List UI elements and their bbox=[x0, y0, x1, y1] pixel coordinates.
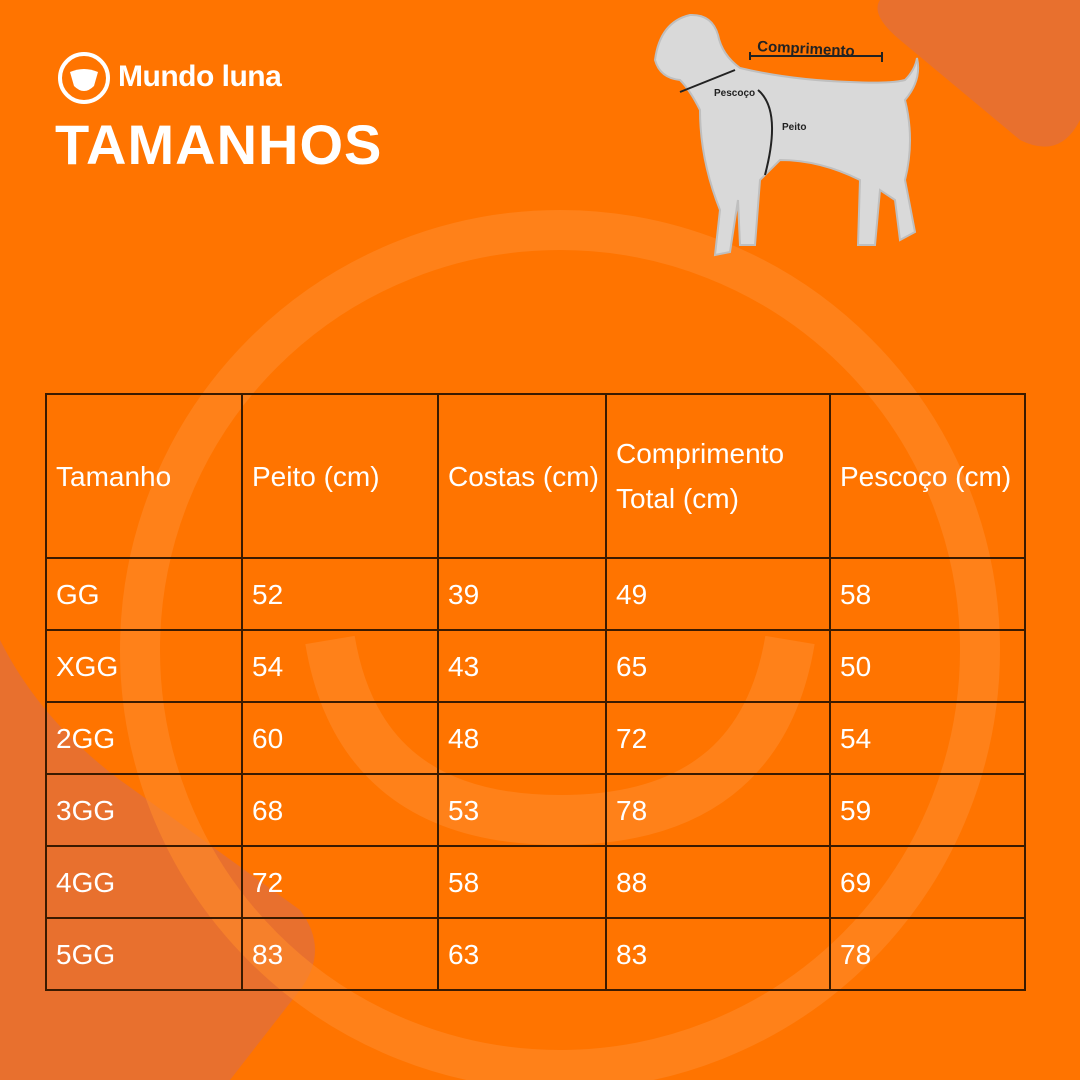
dog-illustration: Comprimento Pescoço Peito bbox=[653, 13, 920, 257]
table-cell: XGG bbox=[45, 629, 243, 703]
table-cell: 65 bbox=[605, 629, 831, 703]
table-cell: 50 bbox=[829, 629, 1026, 703]
header-cell: Costas (cm) bbox=[437, 393, 607, 559]
table-row: 2GG 60 48 72 54 bbox=[45, 701, 1026, 775]
table-row: XGG 54 43 65 50 bbox=[45, 629, 1026, 703]
header-cell: Pescoço (cm) bbox=[829, 393, 1026, 559]
table-cell: 43 bbox=[437, 629, 607, 703]
table-row: 5GG 83 63 83 78 bbox=[45, 917, 1026, 991]
table-cell: 54 bbox=[241, 629, 439, 703]
table-cell: 83 bbox=[605, 917, 831, 991]
table-cell: 52 bbox=[241, 557, 439, 631]
table-cell: 58 bbox=[829, 557, 1026, 631]
diagram-label: Peito bbox=[782, 122, 806, 133]
table-cell: 60 bbox=[241, 701, 439, 775]
size-table: Tamanho Peito (cm) Costas (cm) Comprimento … bbox=[45, 393, 1026, 991]
table-cell: 78 bbox=[605, 773, 831, 847]
table-cell: 59 bbox=[829, 773, 1026, 847]
logo-icon bbox=[70, 69, 98, 91]
table-cell: 48 bbox=[437, 701, 607, 775]
logo-icon bbox=[58, 52, 110, 104]
table-cell: 72 bbox=[605, 701, 831, 775]
diagram-label: Comprimento bbox=[757, 38, 855, 60]
header-cell: Peito (cm) bbox=[241, 393, 439, 559]
table-row: 4GG 72 58 88 69 bbox=[45, 845, 1026, 919]
title: TAMANHOS bbox=[55, 113, 383, 176]
table-cell: 3GG bbox=[45, 773, 243, 847]
table-cell: 58 bbox=[437, 845, 607, 919]
header-cell: Tamanho bbox=[45, 393, 243, 559]
table-cell: 4GG bbox=[45, 845, 243, 919]
table-cell: 2GG bbox=[45, 701, 243, 775]
table-row: 3GG 68 53 78 59 bbox=[45, 773, 1026, 847]
table-cell: 88 bbox=[605, 845, 831, 919]
table-row: GG 52 39 49 58 bbox=[45, 557, 1026, 631]
table-cell: 5GG bbox=[45, 917, 243, 991]
table-cell: 78 bbox=[829, 917, 1026, 991]
table-cell: 49 bbox=[605, 557, 831, 631]
diagram-label: Pescoço bbox=[714, 88, 755, 99]
brand: Mundo luna bbox=[118, 60, 282, 93]
table-cell: 63 bbox=[437, 917, 607, 991]
table-cell: 69 bbox=[829, 845, 1026, 919]
header-cell: Comprimento Total (cm) bbox=[605, 393, 831, 559]
table-cell: GG bbox=[45, 557, 243, 631]
table-cell: 39 bbox=[437, 557, 607, 631]
table-cell: 68 bbox=[241, 773, 439, 847]
table-cell: 83 bbox=[241, 917, 439, 991]
header-row: Tamanho Peito (cm) Costas (cm) Comprimento … bbox=[45, 393, 1026, 559]
table-cell: 53 bbox=[437, 773, 607, 847]
table-cell: 54 bbox=[829, 701, 1026, 775]
corner-shape bbox=[877, 0, 1080, 147]
table-cell: 72 bbox=[241, 845, 439, 919]
